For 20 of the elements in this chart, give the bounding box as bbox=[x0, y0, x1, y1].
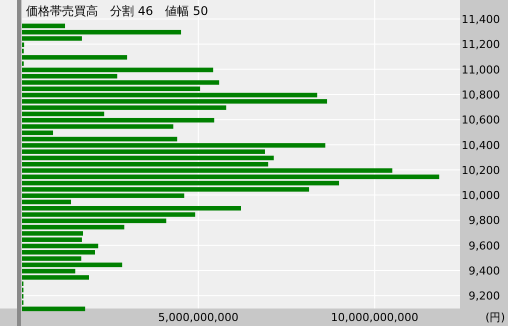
x-tick-label: 10,000,000,000 bbox=[330, 311, 418, 324]
bar bbox=[22, 162, 268, 167]
y-tick-label: 11,000 bbox=[462, 63, 500, 76]
chart-title: 価格帯売買高 分割 46 値幅 50 bbox=[26, 4, 208, 18]
x-axis-title: (円) bbox=[485, 311, 505, 324]
y-tick-label: 10,400 bbox=[462, 138, 500, 152]
bar bbox=[22, 206, 241, 211]
y-tick-label: 10,000 bbox=[462, 189, 500, 202]
y-tick-label: 10,600 bbox=[462, 114, 500, 127]
y-tick-label: 9,800 bbox=[468, 214, 500, 228]
y-tick-label: 9,200 bbox=[468, 290, 500, 303]
y-tick-label: 9,400 bbox=[468, 264, 500, 278]
y-tick-label: 10,800 bbox=[462, 88, 500, 102]
y-tick-label: 11,200 bbox=[462, 38, 500, 52]
y-tick-label: 11,400 bbox=[462, 12, 500, 26]
y-tick-label: 10,200 bbox=[462, 164, 500, 177]
bar bbox=[22, 118, 214, 122]
bar bbox=[22, 24, 66, 28]
x-tick-label: 5,000,000,000 bbox=[158, 311, 239, 324]
y-tick-label: 9,600 bbox=[468, 239, 500, 252]
